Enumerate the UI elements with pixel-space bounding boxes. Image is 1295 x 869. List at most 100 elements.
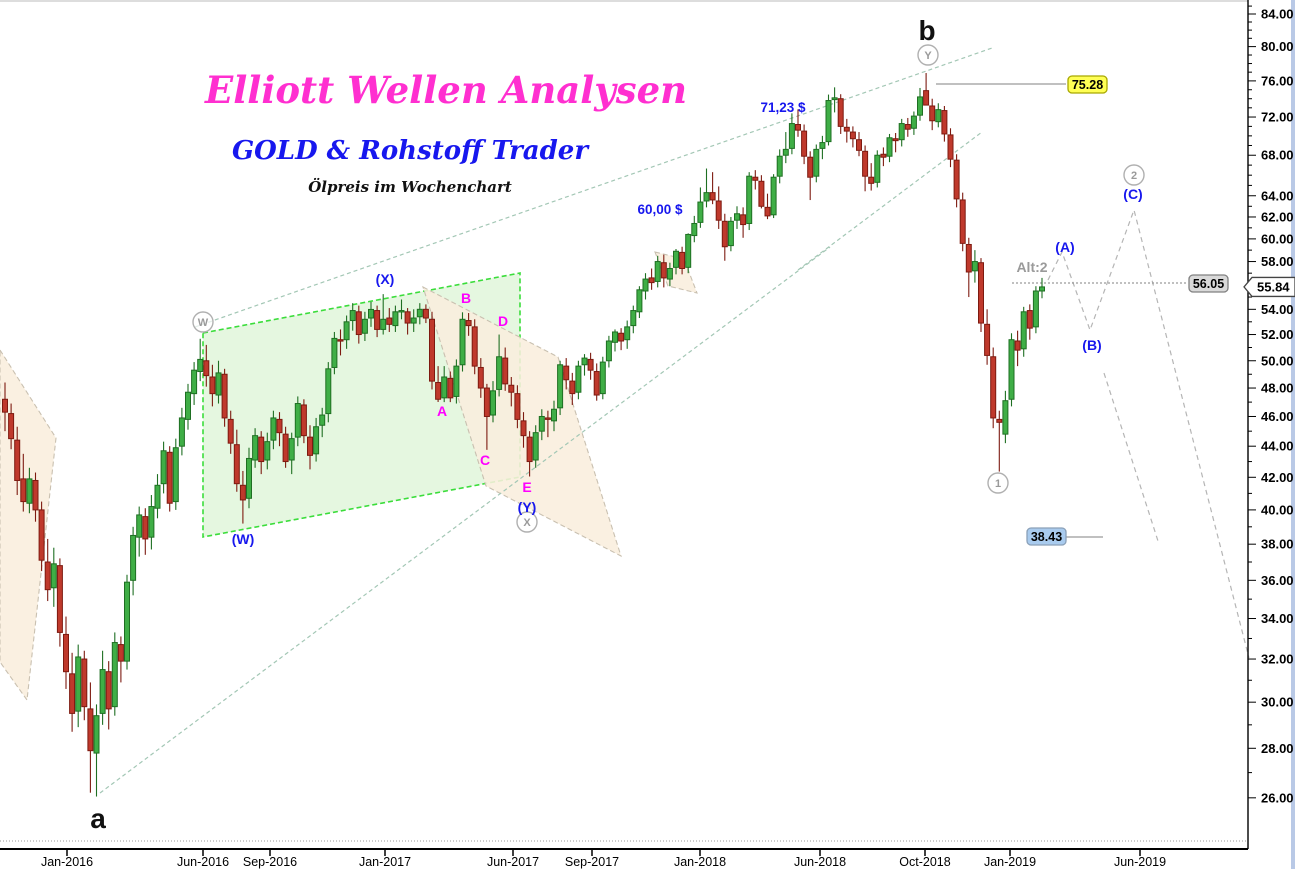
candle-body bbox=[313, 426, 320, 455]
candle-body bbox=[892, 138, 899, 142]
candle-body bbox=[929, 105, 936, 122]
candle-body bbox=[361, 318, 368, 334]
candle-body bbox=[618, 332, 625, 342]
candle-body bbox=[758, 180, 765, 207]
resistance-w-to-b bbox=[194, 47, 993, 328]
y-axis-label: 80.00 bbox=[1261, 39, 1294, 54]
candle-body bbox=[520, 420, 527, 437]
wave-label-C[interactable]: C bbox=[480, 452, 490, 468]
candle-body bbox=[868, 176, 875, 184]
candle-body bbox=[770, 176, 777, 216]
wave-label-Y[interactable]: (Y) bbox=[518, 499, 537, 515]
wave-label-b[interactable]: b bbox=[918, 15, 935, 46]
wave-label-E[interactable]: E bbox=[522, 479, 531, 495]
wave-label-C[interactable]: (C) bbox=[1123, 186, 1142, 202]
wave-label-W[interactable]: (W) bbox=[232, 531, 255, 547]
candle-body bbox=[300, 404, 307, 437]
wave-label-A[interactable]: A bbox=[437, 403, 447, 419]
y-axis-label: 58.00 bbox=[1261, 254, 1294, 269]
wave-label-X[interactable]: (X) bbox=[376, 271, 395, 287]
wave-circle-2[interactable] bbox=[1123, 164, 1145, 186]
candle-body bbox=[99, 669, 106, 714]
current-price-value: 55.84 bbox=[1257, 279, 1290, 294]
candle-body bbox=[947, 134, 954, 160]
wave-circle-label-X: X bbox=[523, 517, 531, 529]
candle-body bbox=[996, 418, 1003, 423]
candle-body bbox=[849, 131, 856, 140]
candle-body bbox=[404, 311, 411, 324]
candle-body bbox=[331, 337, 338, 368]
high-75.28-value: 75.28 bbox=[1072, 78, 1103, 92]
candle-series bbox=[2, 73, 1045, 797]
x-axis-label: Jan-2019 bbox=[984, 855, 1036, 869]
tan-left-band bbox=[0, 348, 57, 702]
page-subtitle: GOLD & Rohstoff Trader bbox=[231, 136, 589, 166]
candle-body bbox=[605, 340, 612, 362]
candle-body bbox=[837, 98, 844, 127]
candle-body bbox=[557, 364, 564, 409]
alt-count-label[interactable]: Alt:2 bbox=[1016, 259, 1047, 275]
candle-body bbox=[44, 561, 51, 591]
candle-body bbox=[746, 175, 753, 224]
candle-body bbox=[856, 139, 862, 151]
wave-circle-1[interactable] bbox=[987, 472, 1009, 494]
y-axis-label: 76.00 bbox=[1261, 73, 1294, 88]
x-axis-label: Oct-2018 bbox=[899, 855, 950, 869]
y-axis-label: 64.00 bbox=[1261, 188, 1294, 203]
candle-body bbox=[575, 365, 582, 393]
candle-body bbox=[264, 441, 271, 461]
candle-body bbox=[490, 390, 496, 416]
alt-target-56.05-value: 56.05 bbox=[1193, 277, 1224, 291]
wave-circle-X[interactable] bbox=[516, 511, 538, 533]
candle-body bbox=[496, 356, 503, 390]
candle-body bbox=[581, 357, 588, 366]
candle-body bbox=[307, 436, 313, 456]
candle-body bbox=[941, 110, 948, 135]
candle-body bbox=[410, 317, 417, 324]
candle-body bbox=[648, 277, 655, 284]
candle-body bbox=[776, 155, 783, 177]
candle-body bbox=[813, 148, 820, 177]
target-38.43-box[interactable] bbox=[1026, 527, 1067, 546]
wave-circle-Y[interactable] bbox=[917, 44, 939, 66]
wave-label-D[interactable]: D bbox=[498, 313, 508, 329]
candle-body bbox=[63, 633, 69, 673]
candle-body bbox=[1026, 310, 1033, 329]
y-axis-label: 48.00 bbox=[1261, 381, 1294, 396]
y-axis-label: 52.00 bbox=[1261, 327, 1294, 342]
price-note-label[interactable]: 60,00 $ bbox=[637, 202, 683, 217]
current-price-marker bbox=[1243, 276, 1295, 298]
price-note-label[interactable]: 71,23 $ bbox=[760, 100, 806, 115]
wave-label-B[interactable]: B bbox=[461, 290, 471, 306]
candle-body bbox=[319, 414, 326, 426]
wave-circle-W[interactable] bbox=[192, 311, 214, 333]
candle-body bbox=[111, 642, 118, 708]
high-75.28-box[interactable] bbox=[1067, 75, 1108, 94]
candle-body bbox=[593, 371, 600, 396]
y-axis-label: 44.00 bbox=[1261, 439, 1294, 454]
candle-body bbox=[124, 581, 130, 662]
candle-body bbox=[1008, 339, 1015, 400]
y-axis-label: 32.00 bbox=[1261, 652, 1294, 667]
wave-label-B[interactable]: (B) bbox=[1082, 337, 1101, 353]
candle-body bbox=[654, 261, 661, 282]
candle-body bbox=[142, 516, 149, 540]
x-axis-label: Sep-2017 bbox=[565, 855, 619, 869]
projection-zigzag bbox=[1047, 207, 1250, 659]
wave-circle-label-1: 1 bbox=[995, 478, 1001, 490]
alt-target-56.05-box[interactable] bbox=[1188, 274, 1229, 293]
candle-body bbox=[782, 148, 789, 156]
candle-body bbox=[569, 380, 576, 395]
wave-label-a[interactable]: a bbox=[90, 803, 106, 834]
candle-body bbox=[459, 318, 466, 366]
candle-body bbox=[203, 360, 210, 377]
candle-body bbox=[148, 506, 155, 538]
candle-body bbox=[75, 656, 82, 712]
wave-label-A[interactable]: (A) bbox=[1055, 239, 1074, 255]
x-axis-label: Jan-2018 bbox=[674, 855, 726, 869]
candle-body bbox=[288, 438, 295, 461]
projection-segment bbox=[1103, 372, 1159, 542]
candle-body bbox=[563, 365, 570, 381]
candle-body bbox=[721, 220, 728, 248]
